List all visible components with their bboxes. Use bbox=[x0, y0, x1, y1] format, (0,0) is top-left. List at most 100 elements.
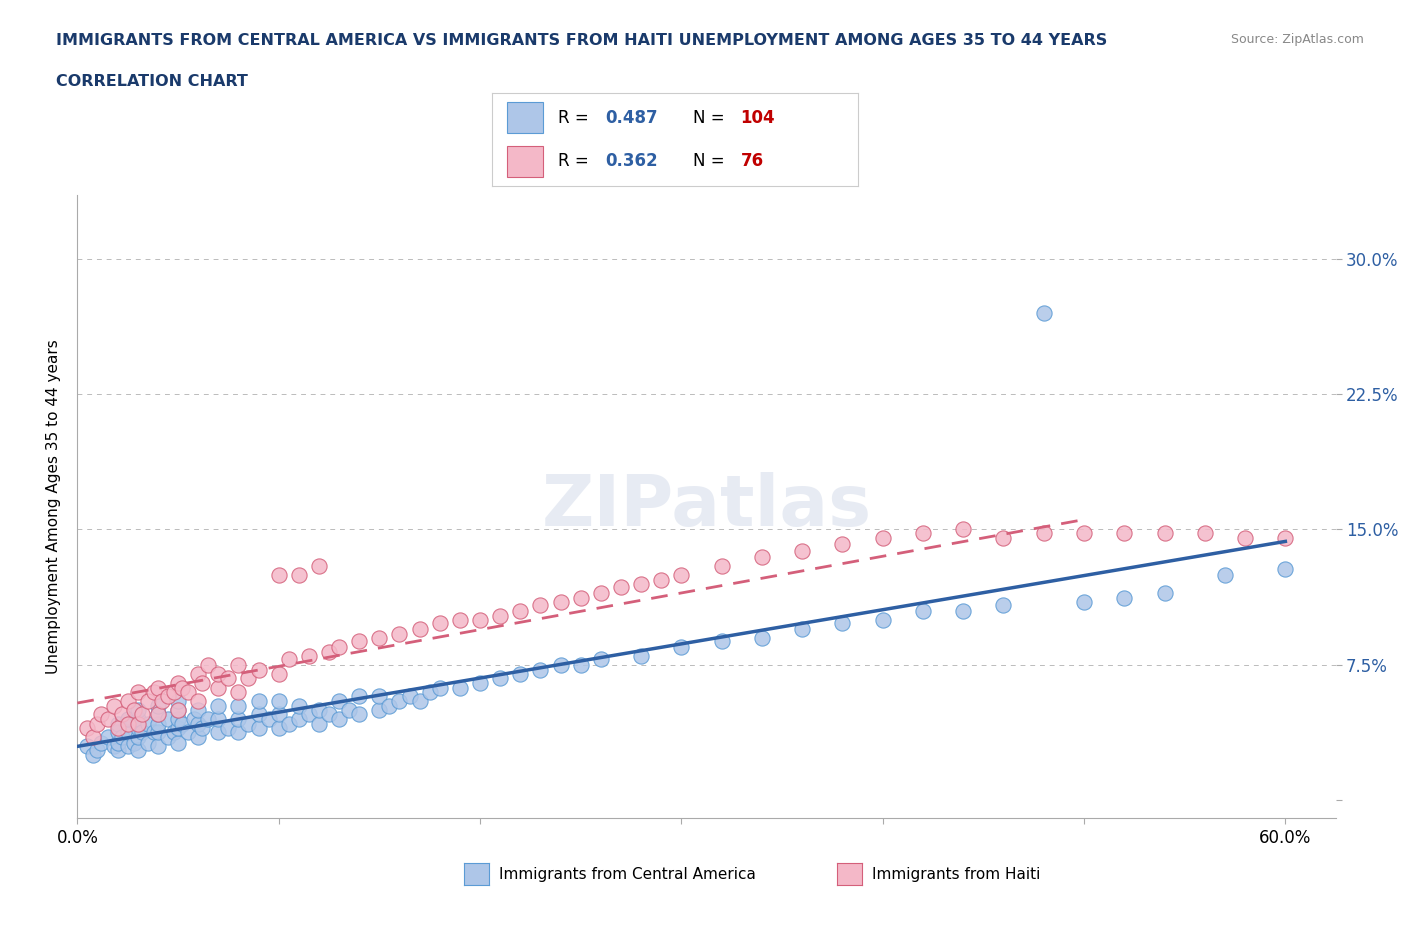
Point bbox=[388, 694, 411, 709]
Text: Immigrants from Haiti: Immigrants from Haiti bbox=[872, 867, 1040, 882]
Point bbox=[228, 724, 250, 739]
Point bbox=[187, 717, 209, 732]
Point bbox=[122, 702, 145, 717]
Point bbox=[993, 531, 1015, 546]
Point bbox=[952, 522, 974, 537]
Y-axis label: Unemployment Among Ages 35 to 44 years: Unemployment Among Ages 35 to 44 years bbox=[45, 339, 60, 674]
Point bbox=[318, 706, 340, 721]
Point bbox=[1073, 525, 1095, 540]
Point bbox=[238, 717, 260, 732]
Point bbox=[122, 735, 145, 750]
Point bbox=[298, 648, 321, 663]
Point bbox=[146, 699, 169, 714]
Text: N =: N = bbox=[693, 152, 730, 170]
Point bbox=[368, 702, 391, 717]
Point bbox=[468, 612, 491, 627]
Point bbox=[650, 573, 672, 588]
Point bbox=[156, 730, 179, 745]
Point bbox=[197, 711, 219, 726]
Bar bbox=[506, 102, 543, 133]
Point bbox=[90, 706, 112, 721]
Point bbox=[127, 742, 149, 757]
Point bbox=[277, 652, 299, 667]
Point bbox=[207, 681, 229, 696]
Point bbox=[1032, 305, 1054, 320]
Point bbox=[127, 684, 149, 699]
Text: Immigrants from Central America: Immigrants from Central America bbox=[499, 867, 756, 882]
Point bbox=[103, 699, 125, 714]
Point bbox=[127, 717, 149, 732]
Point bbox=[419, 684, 441, 699]
Point bbox=[308, 558, 330, 573]
Point bbox=[187, 667, 209, 682]
Point bbox=[156, 688, 179, 703]
Text: R =: R = bbox=[558, 109, 593, 127]
Point bbox=[1073, 594, 1095, 609]
Point bbox=[529, 663, 551, 678]
Point bbox=[509, 604, 531, 618]
Text: R =: R = bbox=[558, 152, 593, 170]
Point bbox=[267, 667, 290, 682]
Point bbox=[1032, 525, 1054, 540]
Point bbox=[872, 612, 894, 627]
Point bbox=[103, 738, 125, 753]
Point bbox=[408, 694, 430, 709]
Point bbox=[107, 717, 129, 732]
Point bbox=[589, 585, 612, 600]
Point bbox=[117, 694, 139, 709]
Point bbox=[1194, 525, 1216, 540]
Text: 76: 76 bbox=[741, 152, 763, 170]
Point bbox=[318, 644, 340, 659]
Point bbox=[1153, 525, 1175, 540]
Point bbox=[792, 621, 814, 636]
Point bbox=[589, 652, 612, 667]
Point bbox=[142, 724, 165, 739]
Point bbox=[107, 721, 129, 736]
Point bbox=[489, 671, 512, 685]
Point bbox=[347, 706, 370, 721]
Point bbox=[136, 717, 159, 732]
Point bbox=[156, 711, 179, 726]
Point bbox=[117, 724, 139, 739]
Point bbox=[378, 699, 401, 714]
Point bbox=[76, 738, 98, 753]
Text: 104: 104 bbox=[741, 109, 775, 127]
Point bbox=[1234, 531, 1257, 546]
Point bbox=[167, 735, 190, 750]
Point bbox=[267, 567, 290, 582]
Point bbox=[911, 604, 934, 618]
Point bbox=[207, 711, 229, 726]
Point bbox=[993, 598, 1015, 613]
Point bbox=[228, 684, 250, 699]
Point bbox=[267, 721, 290, 736]
Point bbox=[288, 711, 311, 726]
Point bbox=[328, 694, 350, 709]
Point bbox=[398, 688, 420, 703]
Point bbox=[489, 608, 512, 623]
Point bbox=[509, 667, 531, 682]
Point bbox=[127, 721, 149, 736]
Point bbox=[267, 694, 290, 709]
Point bbox=[671, 567, 693, 582]
Point bbox=[569, 658, 592, 672]
Point bbox=[630, 648, 652, 663]
Point bbox=[872, 531, 894, 546]
Point bbox=[86, 742, 108, 757]
Point bbox=[163, 724, 186, 739]
Point bbox=[117, 717, 139, 732]
Point bbox=[82, 730, 104, 745]
Point bbox=[131, 724, 153, 739]
Point bbox=[792, 544, 814, 559]
Point bbox=[408, 621, 430, 636]
Point bbox=[751, 549, 773, 564]
Point bbox=[277, 717, 299, 732]
Point bbox=[163, 684, 186, 699]
Point bbox=[150, 694, 173, 709]
Point bbox=[187, 702, 209, 717]
Point bbox=[449, 612, 471, 627]
Point bbox=[127, 702, 149, 717]
Text: ZIPatlas: ZIPatlas bbox=[541, 472, 872, 541]
Point bbox=[146, 706, 169, 721]
Point bbox=[288, 567, 311, 582]
Point bbox=[146, 706, 169, 721]
